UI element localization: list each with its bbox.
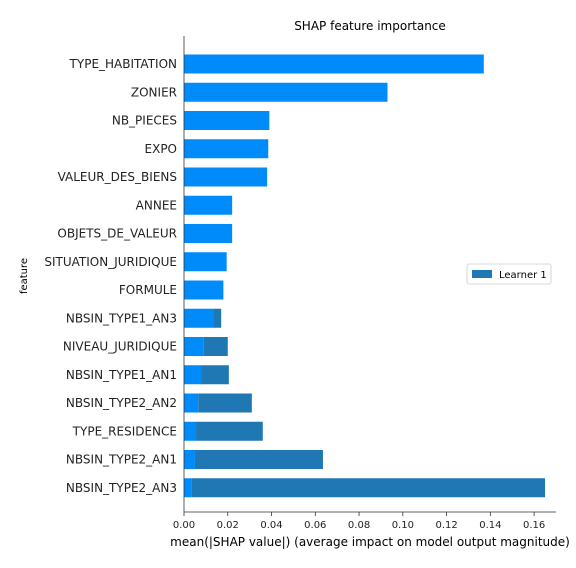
x-tick-label: 0.00 bbox=[173, 520, 195, 531]
category-label: OBJETS_DE_VALEUR bbox=[57, 227, 177, 241]
bar-nbsin-type2-an3-series-1 bbox=[184, 478, 192, 497]
x-tick-label: 0.06 bbox=[304, 520, 326, 531]
bar-type-residence-series-1 bbox=[184, 422, 196, 441]
legend-label: Learner 1 bbox=[499, 270, 547, 281]
bar-type-habitation-series-1 bbox=[184, 55, 484, 74]
bar-nbsin-type2-an2-series-2 bbox=[198, 394, 252, 413]
bar-expo-series-1 bbox=[184, 139, 268, 158]
x-tick-label: 0.14 bbox=[479, 520, 501, 531]
bar-nbsin-type2-an2-series-1 bbox=[184, 394, 198, 413]
legend: Learner 1 bbox=[467, 264, 551, 284]
category-label: VALEUR_DES_BIENS bbox=[58, 170, 177, 184]
category-label: TYPE_HABITATION bbox=[69, 57, 177, 71]
y-axis-label: feature bbox=[19, 258, 30, 294]
category-label: NIVEAU_JURIDIQUE bbox=[63, 340, 177, 354]
bar-zonier-series-1 bbox=[184, 83, 388, 102]
chart-title: SHAP feature importance bbox=[294, 19, 446, 33]
bar-nbsin-type2-an3-series-2 bbox=[192, 478, 545, 497]
bar-nbsin-type1-an3-series-2 bbox=[214, 309, 222, 328]
x-tick-label: 0.12 bbox=[435, 520, 457, 531]
x-tick-label: 0.10 bbox=[392, 520, 414, 531]
category-label: NBSIN_TYPE1_AN1 bbox=[66, 368, 177, 382]
category-label: NBSIN_TYPE1_AN3 bbox=[66, 311, 177, 325]
bar-nbsin-type1-an1-series-2 bbox=[202, 365, 229, 384]
category-label: ZONIER bbox=[131, 85, 177, 99]
x-tick-label: 0.08 bbox=[348, 520, 370, 531]
category-label: ANNEE bbox=[136, 198, 177, 212]
x-tick-label: 0.04 bbox=[260, 520, 282, 531]
x-axis: 0.00 0.02 0.04 0.06 0.08 0.10 0.12 0.14 0.16 bbox=[173, 512, 556, 531]
bar-nb-pieces-series-1 bbox=[184, 111, 269, 130]
category-label: NBSIN_TYPE2_AN1 bbox=[66, 453, 177, 467]
category-label: FORMULE bbox=[119, 283, 177, 297]
category-label: NB_PIECES bbox=[112, 114, 177, 128]
bar-niveau-juridique-series-1 bbox=[184, 337, 204, 356]
bar-objets-de-valeur-series-1 bbox=[184, 224, 232, 243]
category-label: NBSIN_TYPE2_AN3 bbox=[66, 481, 177, 495]
category-label: SITUATION_JURIDIQUE bbox=[44, 255, 177, 269]
bar-valeur-des-biens-series-1 bbox=[184, 168, 267, 187]
bar-formule-series-1 bbox=[184, 281, 223, 300]
legend-swatch bbox=[472, 270, 492, 278]
bar-annee-series-1 bbox=[184, 196, 232, 215]
bar-type-residence-series-2 bbox=[196, 422, 263, 441]
x-axis-label: mean(|SHAP value|) (average impact on mo… bbox=[170, 535, 570, 549]
bar-situation-juridique-series-1 bbox=[184, 252, 227, 271]
bar-niveau-juridique-series-2 bbox=[204, 337, 228, 356]
x-tick-label: 0.02 bbox=[217, 520, 239, 531]
bar-nbsin-type2-an1-series-2 bbox=[195, 450, 323, 469]
category-label: NBSIN_TYPE2_AN2 bbox=[66, 396, 177, 410]
category-label: TYPE_RESIDENCE bbox=[72, 424, 177, 438]
bar-nbsin-type1-an3-series-1 bbox=[184, 309, 214, 328]
bar-nbsin-type2-an1-series-1 bbox=[184, 450, 195, 469]
category-label: EXPO bbox=[145, 142, 177, 156]
bar-nbsin-type1-an1-series-1 bbox=[184, 365, 202, 384]
x-tick-label: 0.16 bbox=[523, 520, 545, 531]
category-labels-group: TYPE_HABITATION ZONIER NB_PIECES EXPO VALEUR… bbox=[44, 57, 177, 495]
